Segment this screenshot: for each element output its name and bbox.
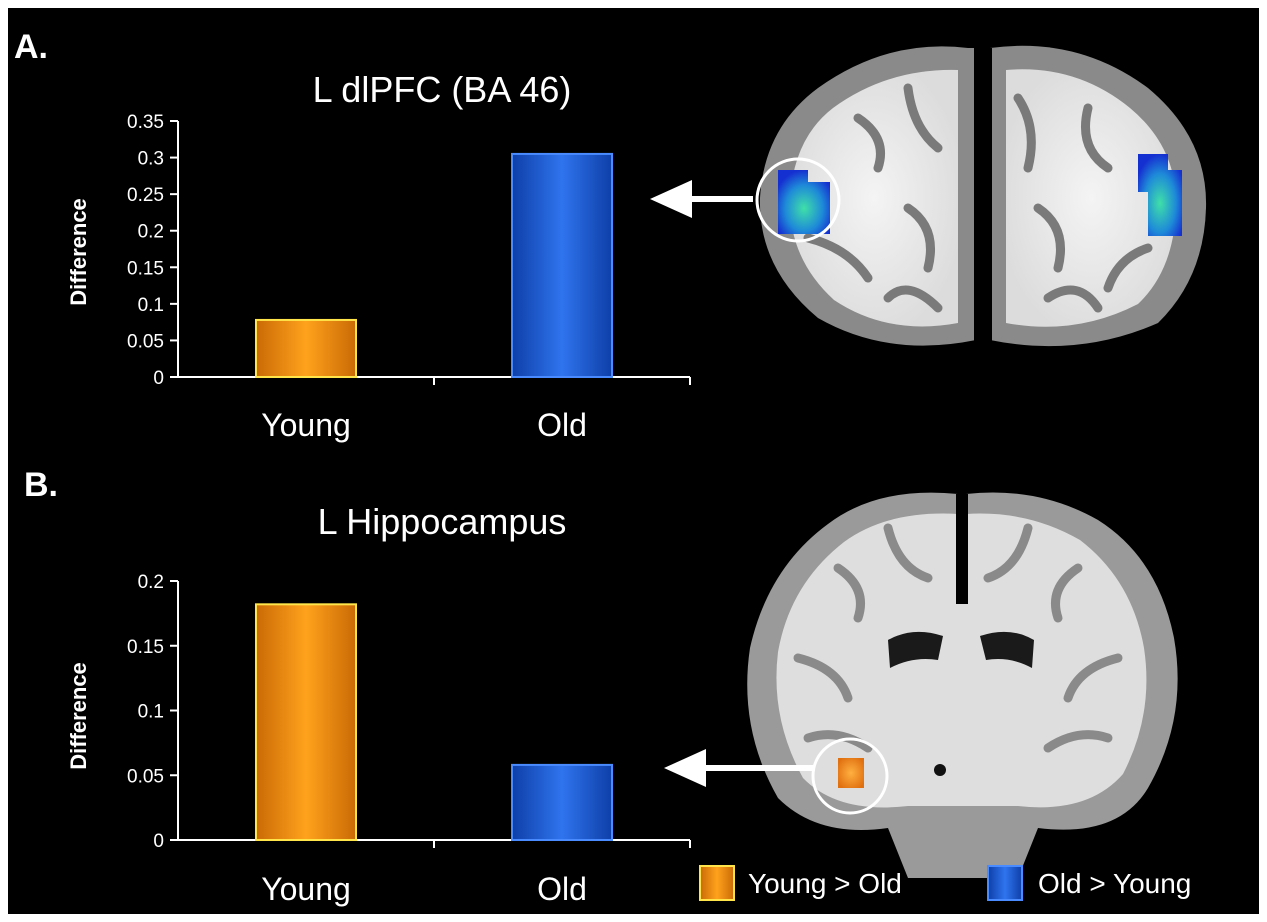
y-tick-label: 0.05 [127,331,164,352]
bar-old [511,763,613,842]
arrow-a [650,180,753,218]
highlight-circle-a [755,157,841,243]
brain-axial-image [755,45,1207,347]
chart-b-title: L Hippocampus [318,501,567,542]
chart-a-title: L dlPFC (BA 46) [313,69,572,110]
y-tick-label: 0.2 [138,222,164,243]
figure-svg: A. L dlPFC (BA 46) Difference 0 0.05 0.1 0.… [14,28,1207,907]
y-tick-label: 0.15 [127,258,164,279]
legend: Young > Old Old > Young [699,865,1191,901]
arrow-b [664,749,814,787]
y-tick-label: 0 [153,831,164,852]
brain-axial-right-white-matter [1006,69,1177,327]
legend-swatch-old-gt-young [987,865,1023,901]
chart-b-ylabel: Difference [66,662,91,770]
brain-axial-sulci [803,83,1153,313]
third-ventricle [934,764,946,776]
y-tick-label: 0.25 [127,185,164,206]
legend-label-young-gt-old: Young > Old [748,868,902,899]
activation-blob-left-dlpfc [778,170,830,234]
chart-a-ylabel: Difference [66,198,91,306]
brain-axial-left-white-matter [789,69,958,327]
brain-coronal-fissure [956,494,968,604]
bar-old [511,152,613,378]
brain-coronal-sulci [793,523,1123,753]
chart-a-plot: 0 0.05 0.1 0.15 0.2 0.25 0.3 0.35 Young Old [127,112,691,443]
panel-a-label: A. [14,28,48,66]
panel-b-label: B. [24,466,58,504]
bar-young [255,318,357,379]
brain-axial-midline [974,48,992,342]
y-tick-label: 0.05 [127,766,164,787]
figure-canvas: A. L dlPFC (BA 46) Difference 0 0.05 0.1 0.… [8,8,1259,914]
x-category-label: Old [537,871,587,907]
bar-young [255,603,357,841]
brain-coronal-white-matter [776,513,1147,808]
ventricle-right [980,631,1034,668]
activation-blob-right-dlpfc [1138,154,1182,236]
y-tick-label: 0.1 [138,702,164,723]
x-category-label: Old [537,407,587,443]
brain-coronal-image [747,492,1178,878]
ventricle-left [888,631,943,668]
chart-b-plot: 0 0.05 0.1 0.15 0.2 Young Old [127,572,691,907]
y-tick-label: 0.2 [138,572,164,593]
y-tick-label: 0 [153,368,164,389]
legend-label-old-gt-young: Old > Young [1038,868,1191,899]
y-tick-label: 0.15 [127,637,164,658]
y-tick-label: 0.3 [138,149,164,170]
legend-swatch-young-gt-old [699,865,735,901]
x-category-label: Young [261,871,351,907]
x-category-label: Young [261,407,351,443]
highlight-circle-b [811,737,889,815]
y-tick-label: 0.1 [138,295,164,316]
y-tick-label: 0.35 [127,112,164,133]
activation-blob-left-hippocampus [838,758,864,788]
